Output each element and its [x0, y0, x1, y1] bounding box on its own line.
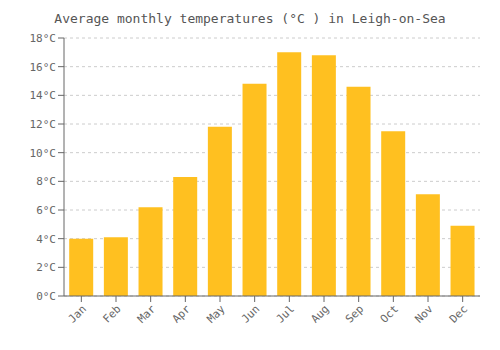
svg-text:Aug: Aug [308, 302, 331, 325]
html-text:Average monthly temperatures (: Average monthly temperatures (°C ) in Le… [54, 11, 446, 26]
svg-text:Dec: Dec [447, 302, 470, 325]
svg-text:Feb: Feb [100, 302, 123, 325]
svg-text:Mar: Mar [135, 302, 159, 326]
svg-text:12°C: 12°C [30, 118, 57, 131]
svg-text:14°C: 14°C [30, 89, 57, 102]
svg-text:Jul: Jul [274, 302, 297, 325]
svg-text:Jan: Jan [66, 302, 89, 325]
svg-text:6°C: 6°C [36, 204, 56, 217]
svg-text:Nov: Nov [412, 302, 436, 326]
svg-text:Oct: Oct [378, 302, 401, 325]
svg-text:8°C: 8°C [36, 175, 56, 188]
svg-text:Apr: Apr [170, 302, 194, 326]
svg-text:4°C: 4°C [36, 233, 56, 246]
svg-text:Sep: Sep [343, 302, 366, 325]
svg-text:Jun: Jun [239, 302, 262, 325]
svg-text:May: May [204, 302, 228, 326]
svg-text:18°C: 18°C [30, 32, 57, 45]
svg-text:2°C: 2°C [36, 261, 56, 274]
svg-text:16°C: 16°C [30, 61, 57, 74]
svg-text:10°C: 10°C [30, 147, 57, 160]
svg-text:0°C: 0°C [36, 290, 56, 303]
